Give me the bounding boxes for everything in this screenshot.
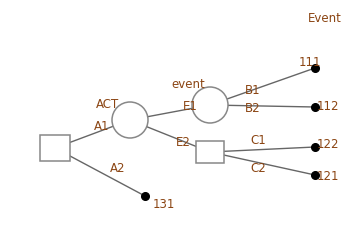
Text: C2: C2 (250, 162, 266, 174)
Text: 122: 122 (317, 138, 339, 152)
Text: 131: 131 (153, 199, 175, 212)
Text: event: event (171, 78, 205, 92)
Text: B1: B1 (245, 83, 261, 97)
Bar (40, 135, 70, 161)
Circle shape (112, 102, 148, 138)
Text: ACT: ACT (96, 98, 120, 112)
Text: 112: 112 (317, 101, 339, 114)
Text: C1: C1 (250, 134, 266, 147)
Text: E1: E1 (183, 101, 197, 114)
Text: E2: E2 (176, 136, 190, 150)
Text: B2: B2 (245, 102, 261, 114)
Bar (196, 141, 224, 163)
Text: A2: A2 (110, 162, 126, 174)
Text: 121: 121 (317, 169, 339, 183)
Text: Event: Event (308, 11, 342, 25)
Text: A1: A1 (94, 120, 110, 134)
Text: 111: 111 (299, 55, 321, 69)
Circle shape (192, 87, 228, 123)
